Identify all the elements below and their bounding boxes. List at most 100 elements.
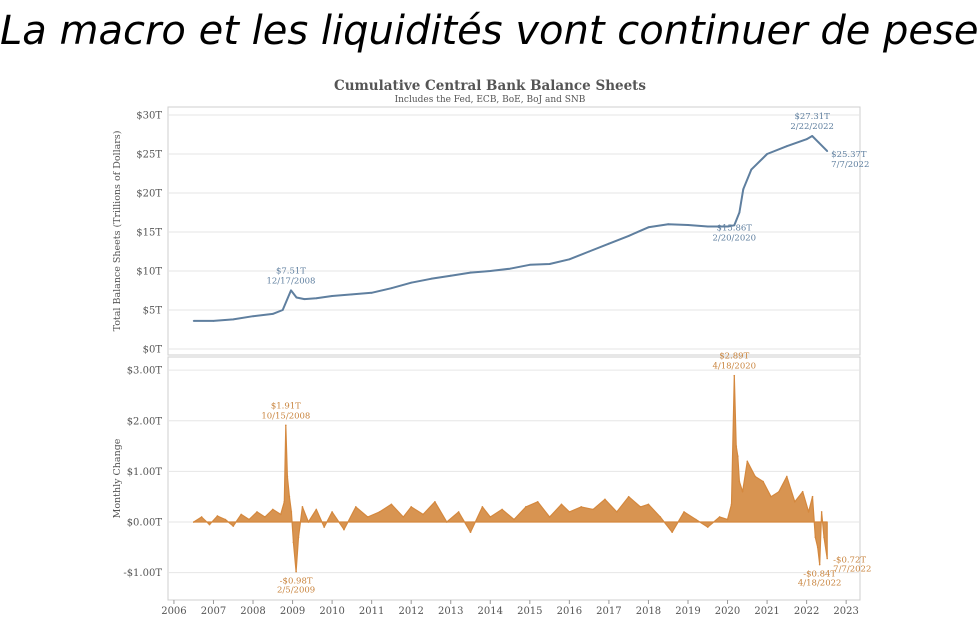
balance-point: [390, 287, 393, 290]
balance-point: [588, 250, 591, 253]
annotation-date: 2/20/2020: [712, 233, 756, 243]
annotation-value: $25.37T: [831, 150, 867, 160]
balance-point: [469, 271, 472, 274]
change-point: [647, 503, 650, 506]
change-point: [366, 516, 369, 518]
change-point: [738, 480, 741, 483]
balance-point: [449, 274, 452, 277]
balance-point: [410, 281, 413, 284]
balance-point: [290, 289, 292, 292]
balance-point: [811, 135, 814, 137]
y-tick-label: $15T: [136, 228, 162, 239]
balance-point: [733, 224, 736, 227]
balance-point: [687, 224, 689, 226]
balance-point: [350, 293, 353, 296]
change-point: [457, 511, 460, 513]
balance-point: [331, 295, 334, 297]
change-point: [481, 506, 484, 508]
balance-point: [738, 211, 741, 214]
change-point: [390, 503, 393, 506]
y-tick-label: -$1.00T: [123, 568, 162, 579]
annotation-date: 4/18/2022: [798, 579, 842, 589]
balance-point: [817, 141, 820, 144]
change-point: [718, 516, 721, 518]
change-point: [786, 475, 788, 478]
balance-point: [568, 258, 571, 261]
change-point: [793, 500, 796, 503]
balance-point: [271, 313, 274, 315]
balance-point: [509, 267, 511, 270]
balance-point: [232, 318, 235, 321]
change-point: [548, 516, 551, 518]
x-tick-label: 2021: [754, 606, 779, 617]
balance-point: [706, 225, 709, 228]
change-point: [288, 495, 291, 498]
change-point: [778, 490, 780, 493]
change-panel: -$1.00T $0.00T $1.00T $2.00T $3.00T Monthly C…: [112, 352, 871, 601]
panel-frame: [167, 106, 861, 356]
change-point: [770, 495, 772, 498]
change-point: [224, 518, 227, 521]
annotation-date: 7/7/2022: [833, 565, 871, 575]
balance-point: [750, 168, 753, 171]
y-tick-label: $0.00T: [127, 518, 163, 529]
change-point: [232, 525, 235, 527]
annotation-date: 2/22/2022: [790, 122, 834, 132]
annotation-date: 12/17/2008: [266, 276, 315, 286]
change-point: [735, 445, 738, 447]
annotation-date: 10/15/2008: [261, 411, 310, 421]
x-tick-label: 2009: [280, 606, 305, 617]
change-point: [315, 508, 318, 511]
change-point: [814, 536, 817, 539]
change-point: [733, 374, 736, 377]
y-axis-label: Total Balance Sheets (Trillions of Dolla…: [112, 131, 123, 332]
change-point: [290, 511, 293, 513]
balance-point: [303, 298, 306, 300]
change-point: [659, 516, 662, 518]
chart-title: Cumulative Central Bank Balance Sheets: [334, 78, 646, 94]
change-point: [402, 516, 405, 518]
y-tick-label: $10T: [136, 267, 162, 278]
change-point: [283, 500, 286, 503]
annotation-value: $1.91T: [271, 401, 301, 411]
change-point: [285, 424, 287, 427]
change-point: [240, 513, 242, 516]
change-point: [513, 518, 515, 521]
x-tick-label: 2017: [596, 606, 621, 617]
change-point: [746, 460, 749, 463]
annotation-value: $27.31T: [794, 112, 830, 122]
change-point: [816, 546, 819, 549]
change-point: [762, 480, 764, 483]
balance-point: [212, 320, 215, 322]
change-point: [627, 495, 630, 498]
change-point: [580, 506, 583, 508]
balance-panel: $0T $5T $10T $15T $20T $25T $30T Total Balance …: [112, 106, 869, 356]
balance-point: [785, 145, 788, 148]
change-point: [811, 495, 814, 498]
change-point: [378, 511, 381, 513]
x-tick-label: 2020: [715, 606, 740, 617]
annotation-date: 4/18/2020: [712, 362, 756, 372]
change-point: [818, 563, 821, 566]
change-point: [754, 475, 757, 478]
change-point: [297, 536, 300, 539]
annotation-value: $15.86T: [717, 223, 753, 233]
change-point: [279, 513, 282, 516]
change-point: [331, 511, 333, 513]
x-tick-label: 2010: [319, 606, 344, 617]
change-point: [248, 518, 250, 521]
chart-subtitle: Includes the Fed, ECB, BoE, BoJ and SNB: [395, 95, 586, 105]
x-tick-label: 2016: [557, 606, 582, 617]
annotation-value: -$0.98T: [280, 577, 313, 587]
annotation-value: $7.51T: [276, 266, 306, 276]
change-point: [737, 455, 739, 458]
x-tick-label: 2014: [478, 606, 503, 617]
change-point: [469, 531, 472, 533]
change-point: [501, 508, 503, 511]
y-tick-label: $20T: [136, 189, 162, 200]
change-point: [355, 506, 357, 508]
balance-point: [647, 226, 650, 229]
x-tick-label: 2012: [398, 606, 423, 617]
change-point: [286, 475, 289, 478]
